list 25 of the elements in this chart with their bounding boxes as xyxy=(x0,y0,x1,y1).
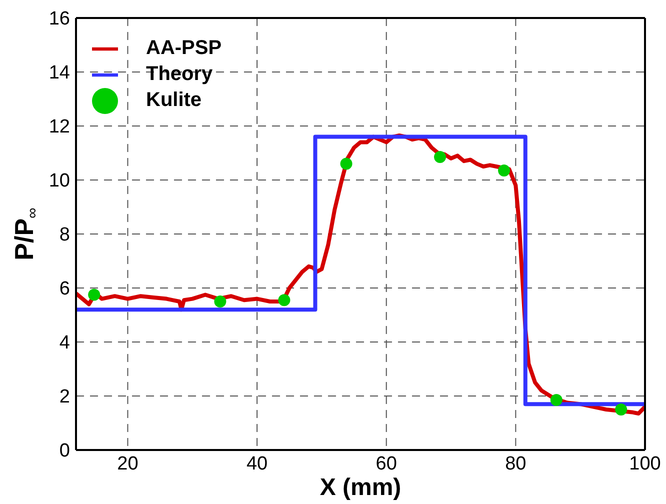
point xyxy=(88,288,100,301)
x-tick-label: 100 xyxy=(629,453,661,474)
point xyxy=(214,296,226,308)
legend-label: AA-PSP xyxy=(146,37,222,60)
point xyxy=(550,394,562,406)
y-tick-label: 6 xyxy=(59,278,70,300)
legend-label: Kulite xyxy=(146,89,202,112)
x-tick-label: 80 xyxy=(505,453,526,474)
point xyxy=(615,404,628,416)
y-tick-label: 8 xyxy=(59,224,70,246)
y-tick-label: 16 xyxy=(48,8,70,30)
y-tick-label: 0 xyxy=(59,440,70,462)
y-tick-label: 10 xyxy=(48,170,70,192)
x-tick-label: 40 xyxy=(246,453,268,474)
y-tick-label: 12 xyxy=(48,116,70,138)
point xyxy=(498,164,510,177)
y-tick-label: 4 xyxy=(59,332,70,354)
x-tick-label: 60 xyxy=(376,453,397,474)
point xyxy=(434,151,446,164)
y-tick-label: 14 xyxy=(48,62,70,84)
x-axis-title: X (mm) xyxy=(320,474,402,501)
y-tick-label: 2 xyxy=(59,386,70,408)
x-tick-label: 20 xyxy=(117,453,138,474)
point xyxy=(340,158,352,170)
point xyxy=(278,294,290,306)
